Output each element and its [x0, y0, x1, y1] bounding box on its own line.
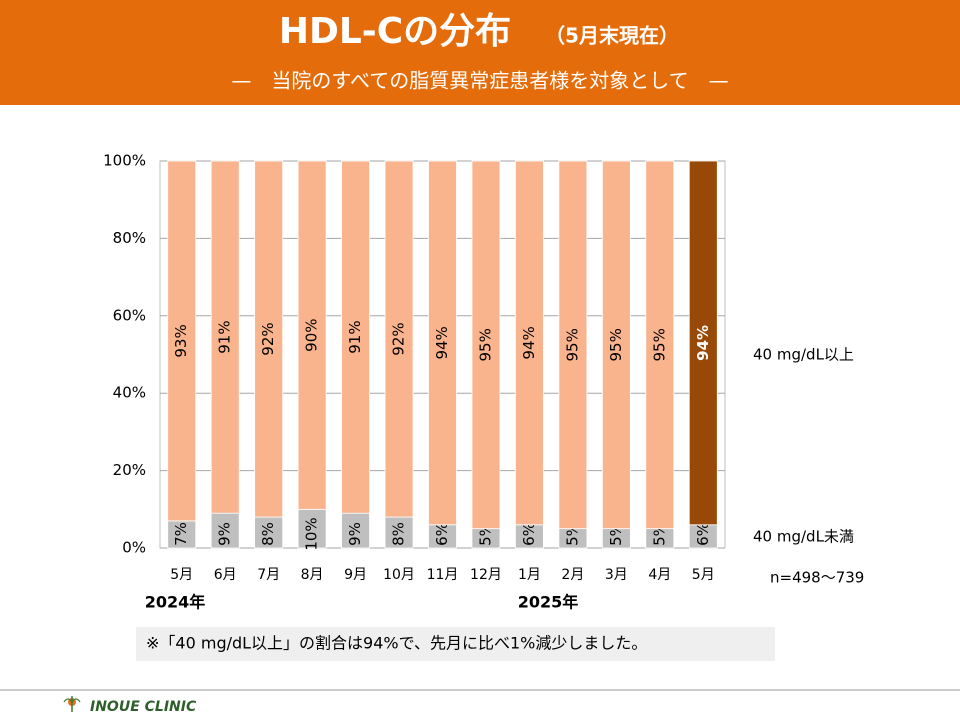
- bar-segment: [688, 160, 718, 526]
- year-label: 2025年: [518, 593, 579, 612]
- x-tick-label: 4月: [648, 567, 671, 583]
- bar-segment: [515, 160, 544, 526]
- title: HDL-Cの分布: [279, 11, 511, 52]
- x-tick-label: 7月: [257, 567, 280, 583]
- x-tick-label: 9月: [344, 567, 367, 583]
- bar-segment: [471, 160, 501, 530]
- title-note: （5月末現在）: [545, 24, 679, 48]
- x-tick-label: 1月: [518, 567, 541, 583]
- data-label: 6%: [520, 522, 538, 546]
- bar-segment: [167, 160, 197, 522]
- header-band: [0, 0, 960, 105]
- bar-segment: [384, 160, 414, 518]
- bar-segment: [254, 516, 284, 549]
- data-label: 94%: [694, 325, 712, 361]
- data-label: 8%: [390, 522, 408, 546]
- data-label: 9%: [216, 522, 234, 546]
- sample-note: n=498～739: [770, 569, 864, 587]
- bar-segment: [297, 160, 327, 510]
- bar-segment: [297, 508, 327, 549]
- data-label: 94%: [433, 326, 451, 359]
- x-tick-label: 8月: [301, 567, 324, 583]
- clinic-logo: [63, 696, 81, 712]
- data-label: 90%: [303, 318, 321, 351]
- bar-segment: [254, 160, 284, 518]
- x-tick-label: 12月: [470, 567, 502, 583]
- data-label: 7%: [172, 522, 190, 546]
- data-label: 91%: [346, 320, 364, 353]
- legend-lower: 40 mg/dL未満: [753, 528, 854, 546]
- data-label: 94%: [520, 326, 538, 359]
- x-tick-label: 5月: [170, 567, 193, 583]
- year-label: 2024年: [145, 593, 206, 612]
- clinic-name: INOUE CLINIC: [90, 699, 197, 715]
- data-label: 92%: [259, 322, 277, 355]
- y-tick-label: 20%: [113, 461, 146, 479]
- bar-segment: [210, 512, 240, 549]
- bar-segment: [601, 160, 631, 530]
- x-tick-label: 3月: [605, 567, 628, 583]
- bar-segment: [645, 160, 675, 530]
- y-tick-label: 100%: [103, 152, 146, 170]
- data-label: 95%: [476, 328, 494, 361]
- data-label: 10%: [303, 517, 321, 550]
- data-label: 95%: [563, 328, 581, 361]
- note-box: [136, 627, 775, 661]
- data-label: 92%: [390, 322, 408, 355]
- y-tick-label: 40%: [113, 384, 146, 402]
- legend-upper: 40 mg/dL以上: [753, 346, 854, 364]
- bar-segment: [210, 160, 240, 514]
- data-label: 91%: [216, 320, 234, 353]
- subtitle: — 当院のすべての脂質異常症患者様を対象として —: [231, 69, 728, 93]
- data-label: 93%: [172, 324, 190, 357]
- bar-segment: [558, 160, 588, 530]
- bar-segment: [341, 160, 370, 514]
- data-label: 9%: [346, 522, 364, 546]
- data-label: 6%: [433, 522, 451, 546]
- y-tick-label: 0%: [122, 539, 146, 557]
- data-label: 95%: [650, 328, 668, 361]
- y-tick-label: 60%: [113, 306, 146, 324]
- bar-segment: [428, 160, 457, 526]
- x-tick-label: 6月: [214, 567, 237, 583]
- note: ※「40 mg/dL以上」の割合は94%で、先月に比べ1%減少しました。: [146, 634, 647, 653]
- x-tick-label: 10月: [383, 567, 415, 583]
- x-tick-label: 11月: [427, 567, 459, 583]
- data-label: 95%: [607, 328, 625, 361]
- x-tick-label: 5月: [692, 567, 715, 583]
- data-label: 8%: [259, 522, 277, 546]
- y-tick-label: 80%: [113, 229, 146, 247]
- data-label: 6%: [694, 522, 712, 546]
- bar-segment: [384, 516, 414, 549]
- x-tick-label: 2月: [561, 567, 584, 583]
